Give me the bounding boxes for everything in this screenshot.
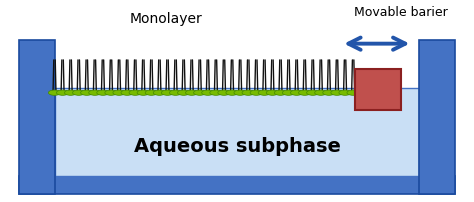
Circle shape — [169, 90, 182, 96]
Bar — [19, 40, 55, 194]
Circle shape — [185, 90, 198, 96]
Circle shape — [161, 90, 173, 96]
Circle shape — [153, 90, 165, 96]
Circle shape — [193, 90, 206, 96]
Circle shape — [64, 90, 77, 96]
Circle shape — [250, 90, 263, 96]
Circle shape — [73, 90, 85, 96]
Text: Movable barier: Movable barier — [354, 6, 447, 19]
Circle shape — [129, 90, 141, 96]
Circle shape — [56, 90, 69, 96]
Circle shape — [315, 90, 327, 96]
Circle shape — [283, 90, 295, 96]
Circle shape — [89, 90, 101, 96]
Circle shape — [210, 90, 222, 96]
Circle shape — [48, 90, 61, 96]
Bar — [355, 70, 401, 110]
Circle shape — [331, 90, 343, 96]
Circle shape — [81, 90, 93, 96]
Circle shape — [266, 90, 279, 96]
Circle shape — [347, 90, 359, 96]
Circle shape — [323, 90, 335, 96]
Circle shape — [234, 90, 246, 96]
Circle shape — [105, 90, 117, 96]
Circle shape — [226, 90, 238, 96]
Text: Aqueous subphase: Aqueous subphase — [134, 136, 340, 155]
Text: Monolayer: Monolayer — [129, 12, 202, 26]
Circle shape — [202, 90, 214, 96]
Circle shape — [177, 90, 190, 96]
Circle shape — [218, 90, 230, 96]
Bar — [419, 40, 455, 194]
Circle shape — [339, 90, 351, 96]
Circle shape — [274, 90, 287, 96]
Circle shape — [307, 90, 319, 96]
Circle shape — [258, 90, 271, 96]
Bar — [55, 89, 419, 176]
Circle shape — [113, 90, 125, 96]
Circle shape — [97, 90, 109, 96]
Bar — [19, 176, 455, 194]
Circle shape — [121, 90, 133, 96]
Circle shape — [145, 90, 157, 96]
Circle shape — [242, 90, 255, 96]
Circle shape — [291, 90, 303, 96]
Circle shape — [299, 90, 311, 96]
Circle shape — [137, 90, 149, 96]
